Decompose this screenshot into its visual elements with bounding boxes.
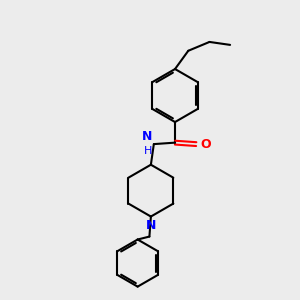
Text: O: O — [200, 138, 211, 151]
Text: N: N — [142, 130, 152, 142]
Text: H: H — [144, 146, 152, 156]
Text: N: N — [146, 220, 157, 232]
